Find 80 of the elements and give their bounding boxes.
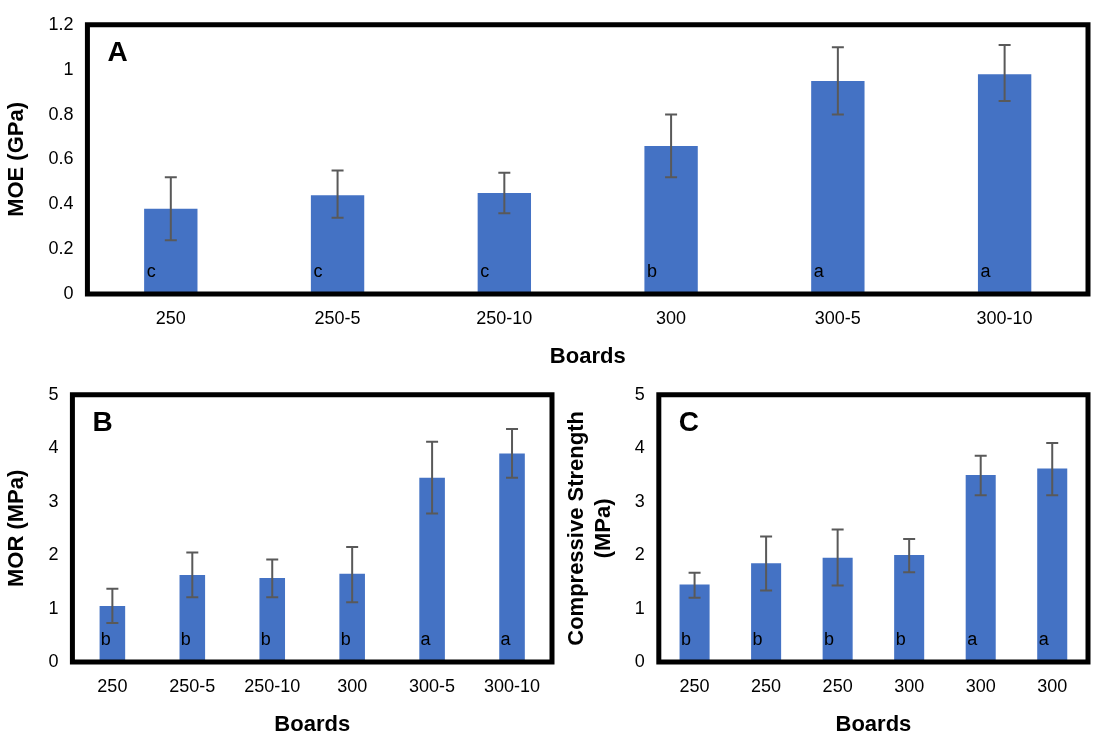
x-tick-label: 250: [97, 675, 128, 696]
y-tick-label: 1.2: [48, 13, 74, 34]
x-tick-label: 300: [656, 307, 687, 328]
x-tick-label: 300-5: [409, 675, 456, 696]
y-axis-title: MOE (GPa): [3, 101, 29, 217]
y-tick-label: 4: [48, 437, 59, 458]
x-tick-label: 300: [1037, 675, 1068, 696]
annotation: a: [420, 628, 432, 649]
annotation: b: [824, 628, 835, 649]
y-tick-label: 5: [48, 383, 59, 404]
y-axis-title: Compressive Strength (MPa): [563, 411, 615, 646]
y-tick-label: 0.4: [48, 193, 74, 214]
x-axis-title: Boards: [549, 342, 626, 368]
bar: [977, 74, 1032, 294]
bar: [894, 555, 925, 662]
y-tick-label: 1: [63, 58, 74, 79]
y-tick-label: 5: [634, 383, 645, 404]
annotation: b: [647, 260, 658, 281]
annotation: b: [340, 628, 351, 649]
x-tick-label: 300: [965, 675, 996, 696]
annotation: b: [100, 628, 111, 649]
y-tick-label: 0.2: [48, 238, 74, 259]
x-tick-label: 300-10: [484, 675, 541, 696]
bar: [339, 573, 365, 662]
x-tick-label: 250: [822, 675, 853, 696]
x-tick-label: 250-10: [244, 675, 301, 696]
x-axis-title: Boards: [274, 710, 351, 736]
y-tick-label: 3: [634, 490, 645, 511]
bar: [679, 584, 710, 662]
annotation: a: [813, 260, 825, 281]
y-tick-label: 0: [63, 282, 74, 303]
annotation: b: [752, 628, 763, 649]
x-tick-label: 300-5: [814, 307, 861, 328]
bar: [644, 145, 698, 294]
y-tick-label: 1: [48, 597, 59, 618]
bar: [751, 563, 782, 662]
y-tick-label: 0: [634, 650, 645, 671]
annotation: c: [146, 260, 156, 281]
y-tick-label: 4: [634, 437, 645, 458]
annotation: b: [681, 628, 692, 649]
bar: [1037, 468, 1068, 662]
bar: [822, 557, 853, 662]
chart-title: B: [92, 405, 113, 437]
bar: [419, 477, 445, 662]
annotation: c: [480, 260, 490, 281]
y-tick-label: 0: [48, 650, 59, 671]
x-tick-label: 250-10: [476, 307, 533, 328]
annotation: a: [967, 628, 979, 649]
x-tick-label: 250-5: [169, 675, 216, 696]
chart-title: C: [678, 405, 700, 437]
x-tick-label: 250: [155, 307, 186, 328]
annotation: c: [313, 260, 323, 281]
x-tick-label: 250: [751, 675, 782, 696]
y-tick-label: 3: [48, 490, 59, 511]
annotation: a: [980, 260, 992, 281]
bar: [144, 208, 198, 294]
bar: [811, 80, 865, 294]
bar: [259, 578, 286, 662]
y-tick-label: 0.6: [48, 148, 74, 169]
x-tick-label: 300: [894, 675, 925, 696]
annotation: b: [180, 628, 191, 649]
annotation: a: [1038, 628, 1050, 649]
x-tick-label: 250: [679, 675, 710, 696]
x-tick-label: 250-5: [314, 307, 361, 328]
y-tick-label: 2: [634, 544, 645, 565]
y-tick-label: 1: [634, 597, 645, 618]
y-axis-title: MOR (MPa): [3, 469, 29, 588]
bar: [965, 474, 996, 662]
annotation: b: [260, 628, 271, 649]
annotation: a: [500, 628, 512, 649]
chart-title: A: [107, 35, 128, 67]
bar: [499, 453, 525, 662]
x-tick-label: 300: [337, 675, 368, 696]
y-tick-label: 0.8: [48, 103, 74, 124]
annotation: b: [895, 628, 906, 649]
bar: [477, 193, 532, 294]
bar: [310, 195, 365, 294]
x-axis-title: Boards: [835, 710, 912, 736]
x-tick-label: 300-10: [976, 307, 1033, 328]
y-tick-label: 2: [48, 544, 59, 565]
